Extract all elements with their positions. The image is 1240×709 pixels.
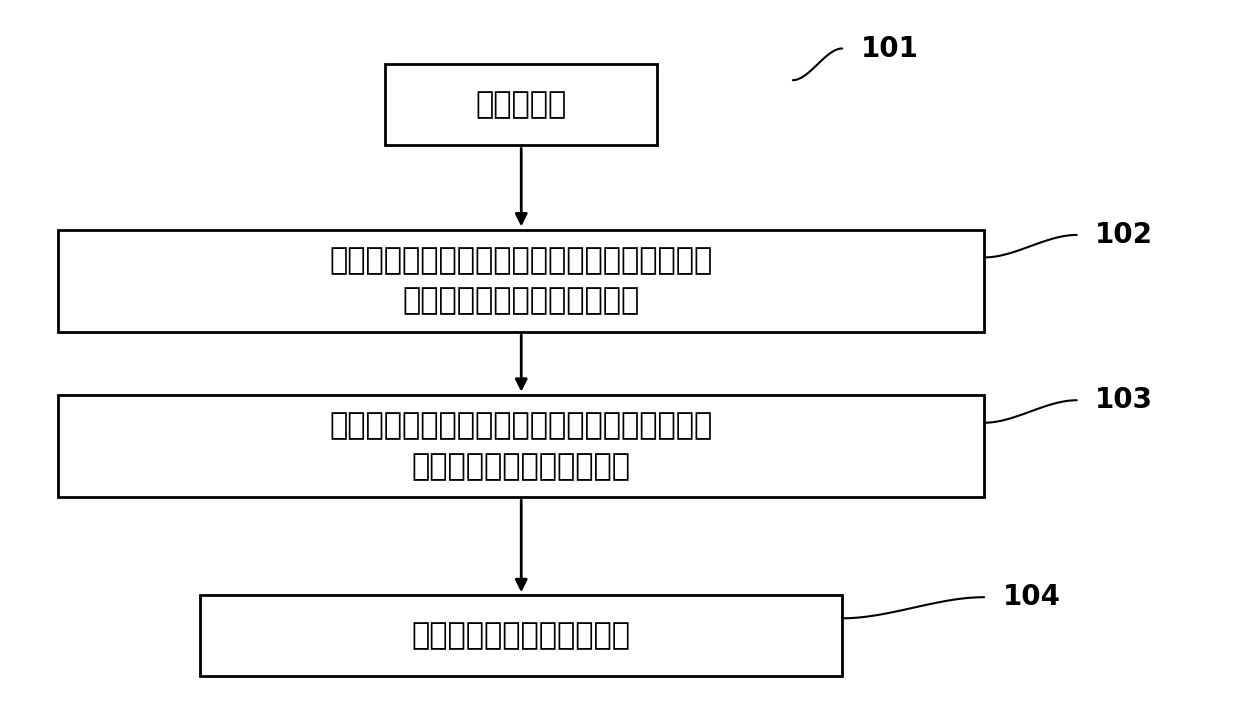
FancyBboxPatch shape [58, 395, 985, 497]
Text: 103: 103 [1095, 386, 1153, 414]
Text: 101: 101 [861, 35, 919, 62]
Text: 104: 104 [1003, 584, 1060, 611]
FancyBboxPatch shape [58, 230, 985, 332]
FancyBboxPatch shape [201, 596, 842, 676]
Text: 准备硅胶；: 准备硅胶； [476, 90, 567, 119]
Text: 静置待硅胶固化完成封装。: 静置待硅胶固化完成封装。 [412, 621, 631, 650]
Text: 将所述保护框的内廓边缘进行点胶，然后将所述
硅基板放置在所述保护框上；: 将所述保护框的内廓边缘进行点胶，然后将所述 硅基板放置在所述保护框上； [330, 246, 713, 316]
FancyBboxPatch shape [386, 65, 657, 145]
Text: 102: 102 [1095, 221, 1153, 249]
Text: 将所述保护框的外廓边缘进行点胶，然后将所述
盖片放置在所述保护框上；: 将所述保护框的外廓边缘进行点胶，然后将所述 盖片放置在所述保护框上； [330, 411, 713, 481]
